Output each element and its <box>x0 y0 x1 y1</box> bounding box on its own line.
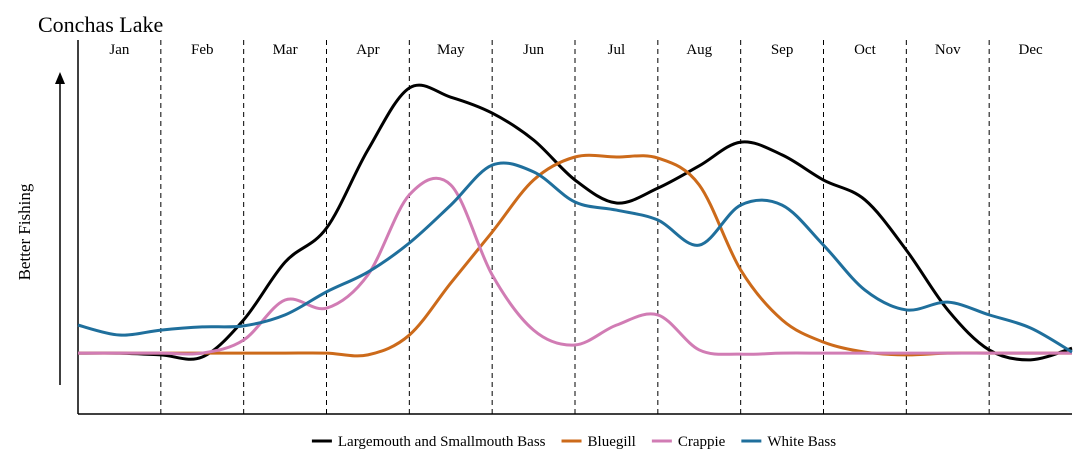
series-line <box>78 176 1072 356</box>
series-line <box>78 153 1072 358</box>
month-label: May <box>437 42 465 58</box>
month-label: Jan <box>109 42 129 58</box>
month-label: Oct <box>854 42 876 58</box>
month-label: Aug <box>686 42 712 58</box>
y-arrow-head <box>55 72 65 84</box>
month-label: Sep <box>771 42 794 58</box>
month-label: Feb <box>191 42 214 58</box>
month-label: Jul <box>608 42 626 58</box>
month-label: Nov <box>935 42 961 58</box>
series-line <box>77 161 1073 354</box>
legend-label: Largemouth and Smallmouth Bass <box>338 434 546 450</box>
legend-label: Bluegill <box>588 434 636 450</box>
month-label: Mar <box>273 42 298 58</box>
month-label: Apr <box>356 42 379 58</box>
legend-label: Crappie <box>678 434 726 450</box>
y-axis-label: Better Fishing <box>15 183 34 280</box>
month-label: Jun <box>523 42 544 58</box>
month-label: Dec <box>1019 42 1043 58</box>
series-line <box>77 83 1073 362</box>
legend-label: White Bass <box>767 434 836 450</box>
chart-title: Conchas Lake <box>38 12 163 37</box>
